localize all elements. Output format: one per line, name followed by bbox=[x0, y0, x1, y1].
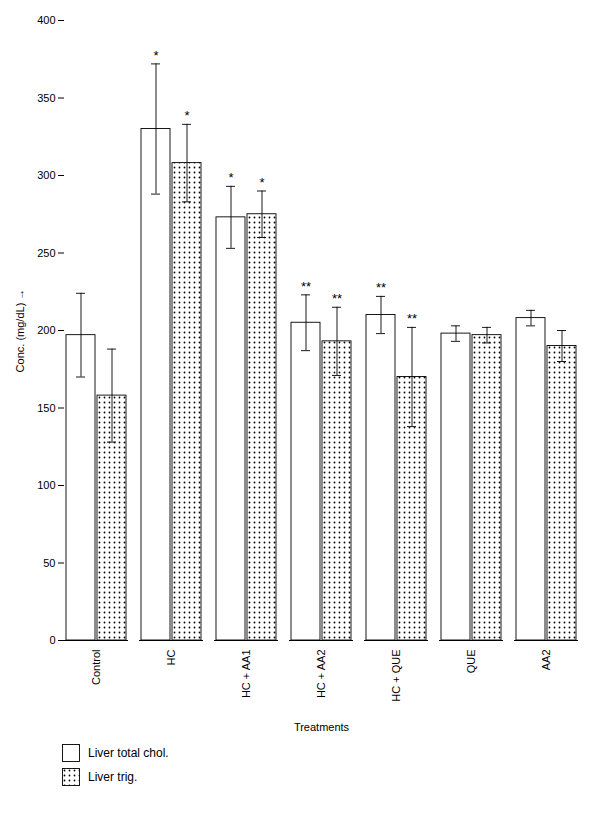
svg-text:*: * bbox=[184, 108, 189, 123]
svg-text:200: 200 bbox=[37, 324, 55, 336]
svg-text:*: * bbox=[259, 175, 264, 190]
svg-text:*: * bbox=[228, 170, 233, 185]
svg-text:**: ** bbox=[376, 280, 386, 295]
svg-text:250: 250 bbox=[37, 247, 55, 259]
svg-text:350: 350 bbox=[37, 92, 55, 104]
svg-text:HC + AA2: HC + AA2 bbox=[315, 650, 327, 699]
svg-text:Treatments: Treatments bbox=[294, 721, 350, 733]
svg-text:150: 150 bbox=[37, 402, 55, 414]
svg-text:400: 400 bbox=[37, 14, 55, 26]
html-text:Liver total chol.: Liver total chol. bbox=[88, 746, 169, 760]
html-text:Liver trig.: Liver trig. bbox=[88, 770, 138, 784]
svg-text:300: 300 bbox=[37, 169, 55, 181]
svg-text:0: 0 bbox=[49, 634, 55, 646]
svg-text:QUE: QUE bbox=[465, 650, 477, 674]
svg-text:100: 100 bbox=[37, 479, 55, 491]
svg-text:50: 50 bbox=[43, 557, 55, 569]
svg-text:AA2: AA2 bbox=[540, 650, 552, 671]
svg-text:HC + AA1: HC + AA1 bbox=[240, 650, 252, 699]
svg-text:HC: HC bbox=[165, 649, 177, 665]
svg-text:Control: Control bbox=[90, 650, 102, 685]
svg-text:**: ** bbox=[301, 279, 311, 294]
svg-text:HC + QUE: HC + QUE bbox=[390, 650, 402, 702]
svg-text:**: ** bbox=[332, 291, 342, 306]
svg-text:**: ** bbox=[407, 311, 417, 326]
svg-text:*: * bbox=[153, 48, 158, 63]
svg-text:Conc. (mg/dL) →: Conc. (mg/dL) → bbox=[14, 289, 26, 373]
